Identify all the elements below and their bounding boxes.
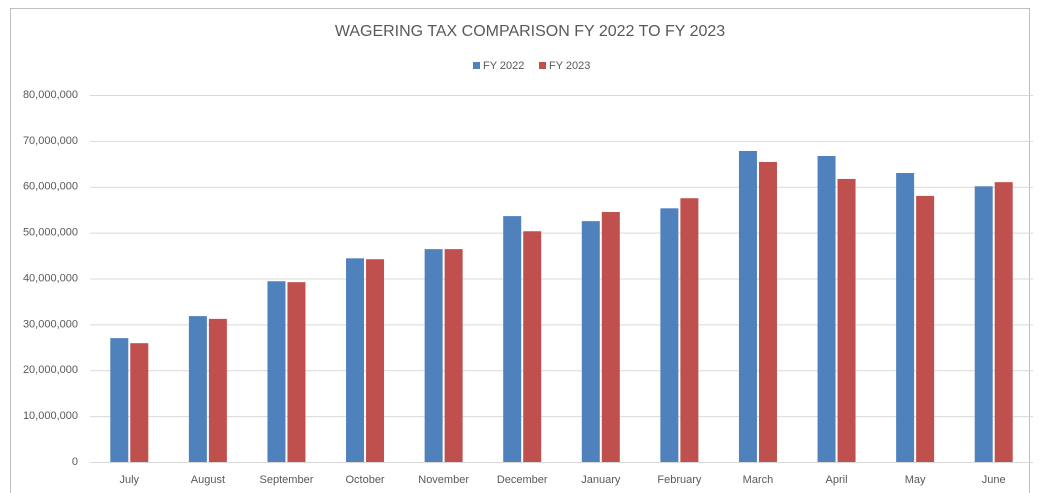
x-tick-label: May — [905, 474, 926, 486]
bar — [916, 195, 935, 463]
y-tick-label: 50,000,000 — [23, 227, 78, 239]
bar — [366, 259, 385, 462]
legend-label: FY 2023 — [549, 60, 590, 72]
x-tick-label: March — [743, 474, 774, 486]
bar — [758, 161, 777, 463]
y-tick-label: 20,000,000 — [23, 364, 78, 376]
bar — [188, 316, 207, 462]
bar — [503, 216, 522, 462]
x-tick-label: October — [345, 474, 384, 486]
bar — [346, 258, 365, 462]
bar — [680, 198, 699, 462]
x-tick-label: July — [120, 474, 140, 486]
legend-label: FY 2022 — [483, 60, 524, 72]
y-tick-label: 60,000,000 — [23, 181, 78, 193]
x-tick-label: February — [657, 474, 702, 486]
y-tick-label: 0 — [72, 456, 78, 468]
bar — [444, 249, 463, 462]
bar — [738, 150, 757, 462]
bar — [896, 172, 915, 463]
x-tick-label: December — [497, 474, 548, 486]
bar — [523, 231, 542, 462]
x-tick-label: June — [982, 474, 1006, 486]
legend-swatch — [473, 62, 480, 69]
bar — [660, 208, 679, 462]
bar — [974, 186, 993, 462]
chart-title: WAGERING TAX COMPARISON FY 2022 TO FY 20… — [335, 23, 725, 40]
bar — [110, 338, 129, 462]
legend-swatch — [539, 62, 546, 69]
bar — [267, 281, 286, 462]
bar — [601, 211, 620, 462]
x-tick-label: November — [418, 474, 469, 486]
bar — [130, 343, 149, 462]
bar — [287, 282, 306, 462]
y-tick-label: 70,000,000 — [23, 135, 78, 147]
y-tick-label: 80,000,000 — [23, 89, 78, 101]
y-tick-label: 40,000,000 — [23, 272, 78, 284]
bar — [208, 318, 227, 462]
bar — [581, 221, 600, 462]
x-tick-label: September — [260, 474, 314, 486]
x-tick-label: August — [191, 474, 225, 486]
x-tick-label: January — [581, 474, 621, 486]
y-tick-label: 10,000,000 — [23, 410, 78, 422]
bar — [994, 182, 1013, 462]
x-tick-label: April — [826, 474, 848, 486]
bar — [817, 156, 836, 463]
y-tick-label: 30,000,000 — [23, 318, 78, 330]
bar — [837, 178, 856, 463]
bar — [424, 249, 443, 462]
